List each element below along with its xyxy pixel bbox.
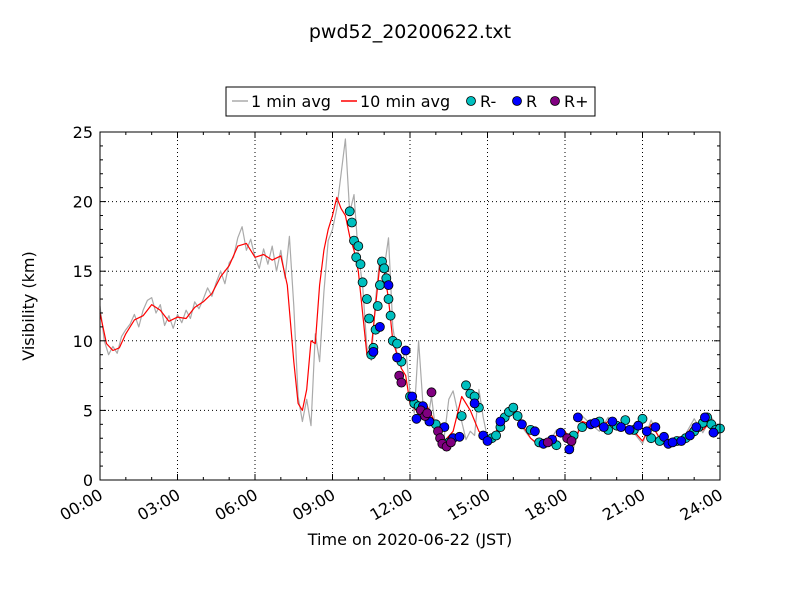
marker-r-minus (364, 313, 375, 324)
marker-r-plus (422, 408, 433, 419)
marker-r (641, 426, 652, 437)
marker-r (667, 437, 678, 448)
marker-r-minus (383, 294, 394, 304)
marker-r-minus (646, 433, 656, 444)
y-axis: 0 5 10 15 20 25 (73, 123, 720, 490)
x-tick-label: 15:00 (444, 485, 493, 525)
y-tick-label: 0 (83, 471, 93, 490)
marker-r (564, 444, 575, 455)
marker-r-minus (357, 277, 368, 288)
marker-r (624, 424, 635, 435)
legend-label: 1 min avg (251, 92, 331, 111)
grid (100, 132, 720, 480)
marker-r-minus (491, 430, 502, 441)
marker-r-minus (351, 252, 362, 263)
marker-r-minus (512, 411, 523, 421)
y-tick-label: 5 (83, 401, 93, 420)
y-tick-label: 15 (73, 262, 93, 281)
y-tick-label: 20 (73, 193, 93, 212)
legend-swatch-marker (550, 96, 560, 106)
marker-r (411, 413, 422, 424)
marker-r (368, 346, 379, 357)
marker-r-plus (445, 437, 456, 448)
y-tick-label: 10 (73, 332, 93, 351)
marker-r (407, 391, 418, 402)
x-tick-label: 12:00 (367, 485, 416, 525)
marker-r-minus (379, 263, 390, 274)
plot-area (99, 138, 725, 455)
marker-r (691, 422, 702, 433)
legend-label: 10 min avg (360, 92, 450, 111)
marker-r-minus (372, 301, 383, 311)
marker-r (383, 280, 394, 291)
marker-r-minus (355, 259, 366, 270)
marker-r (392, 352, 403, 363)
legend-box (225, 86, 596, 117)
x-tick-label: 09:00 (289, 485, 338, 525)
marker-r-minus (346, 217, 357, 228)
marker-r (598, 422, 609, 433)
chart-title: pwd52_20200622.txt (309, 21, 511, 43)
y-axis-title: Visibility (km) (19, 251, 38, 360)
marker-r-minus (508, 402, 519, 413)
marker-r-plus (542, 437, 553, 448)
x-tick-label: 18:00 (522, 485, 571, 525)
y-tick-label: 25 (73, 123, 93, 142)
legend-label: R- (480, 92, 496, 111)
marker-r-minus (353, 241, 364, 252)
marker-r-minus (392, 338, 403, 349)
legend-label: R+ (564, 92, 589, 111)
marker-r-minus (456, 411, 467, 421)
marker-r (555, 427, 566, 438)
marker-r-minus (374, 280, 385, 291)
marker-r (517, 419, 527, 430)
marker-r (650, 422, 661, 433)
marker-r-minus (637, 413, 648, 424)
marker-r (495, 416, 506, 427)
marker-r-minus (361, 294, 372, 304)
marker-r (659, 431, 669, 442)
marker-r (616, 422, 626, 433)
legend: 1 min avg 10 min avg R- R R+ (225, 86, 596, 117)
marker-r (590, 417, 600, 428)
marker-r (607, 416, 618, 427)
legend-swatch-marker (512, 96, 522, 106)
marker-r (469, 398, 480, 409)
marker-r-minus (461, 380, 471, 391)
x-tick-label: 06:00 (212, 485, 261, 525)
marker-r (700, 412, 710, 423)
marker-r-plus (426, 387, 437, 398)
x-tick-label: 24:00 (677, 485, 726, 525)
marker-r-plus (396, 377, 407, 388)
legend-label: R (526, 92, 537, 111)
marker-r (530, 426, 540, 437)
marker-r (573, 412, 583, 423)
marker-r-plus (566, 436, 577, 446)
marker-r (400, 345, 411, 356)
marker-r (482, 436, 493, 446)
legend-swatch-marker (466, 96, 476, 106)
x-tick-label: 03:00 (134, 485, 183, 525)
marker-r-minus (344, 206, 355, 217)
marker-r (708, 427, 719, 438)
marker-r (685, 430, 695, 441)
marker-r-minus (577, 422, 588, 433)
marker-r-minus (620, 415, 631, 426)
marker-r-minus (385, 310, 396, 321)
marker-r (633, 420, 644, 431)
x-axis-title: Time on 2020-06-22 (JST) (307, 530, 512, 549)
marker-r (374, 321, 385, 332)
x-tick-label: 00:00 (57, 485, 106, 525)
marker-r (676, 436, 687, 446)
x-tick-label: 21:00 (599, 485, 648, 525)
marker-r (454, 431, 465, 442)
